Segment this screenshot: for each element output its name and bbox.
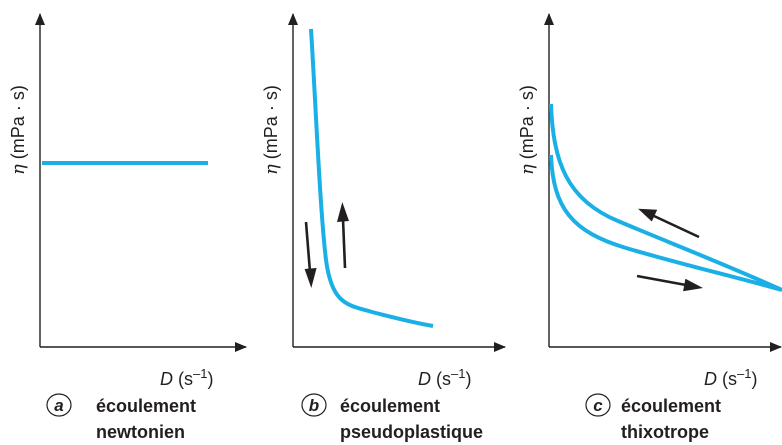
panel-c-upper-curve — [549, 103, 782, 292]
panel-b-pseudoplastic-curve — [309, 28, 434, 328]
panel-a-y-label: η (mPa · s) — [8, 85, 29, 175]
panel-b-letter-badge — [301, 393, 327, 417]
panel-c-lower-curve — [549, 154, 782, 292]
panel-b-letter: b — [309, 396, 319, 415]
panel-c-x-label: D (s–1) — [704, 366, 757, 390]
svg-text:η (mPa · s): η (mPa · s) — [517, 85, 538, 175]
panel-b: η (mPa · s) D (s–1) b écoulement pseudop… — [261, 13, 506, 442]
panel-a-letter-badge — [46, 393, 72, 417]
panel-b-subtitle: pseudoplastique — [340, 422, 483, 442]
panel-c-upper-left-arrow — [638, 208, 700, 239]
panel-a-x-label: D (s–1) — [160, 366, 213, 390]
panel-c-letter: c — [593, 396, 603, 415]
panel-a-subtitle: newtonien — [96, 422, 185, 442]
panel-b-x-label: D (s–1) — [418, 366, 471, 390]
panel-b-up-arrow — [337, 202, 349, 269]
panel-c-lower-right-arrow — [636, 274, 703, 292]
panel-b-y-label: η (mPa · s) — [261, 85, 282, 175]
panel-a-letter: a — [54, 396, 63, 415]
panel-b-down-arrow — [304, 221, 317, 288]
panel-c-y-label: η (mPa · s) — [517, 85, 538, 175]
panel-c-title: écoulement — [621, 396, 721, 416]
svg-text:η (mPa · s): η (mPa · s) — [261, 85, 282, 175]
panel-b-title: écoulement — [340, 396, 440, 416]
panel-c-subtitle: thixotrope — [621, 422, 709, 442]
svg-text:η (mPa · s): η (mPa · s) — [8, 85, 29, 175]
panel-c: η (mPa · s) D (s–1) c écoulement thixotr… — [517, 13, 782, 442]
panel-c-letter-badge — [585, 393, 611, 417]
panel-a-title: écoulement — [96, 396, 196, 416]
panel-a: η (mPa · s) D (s–1) a écoulement newtoni… — [8, 13, 247, 442]
